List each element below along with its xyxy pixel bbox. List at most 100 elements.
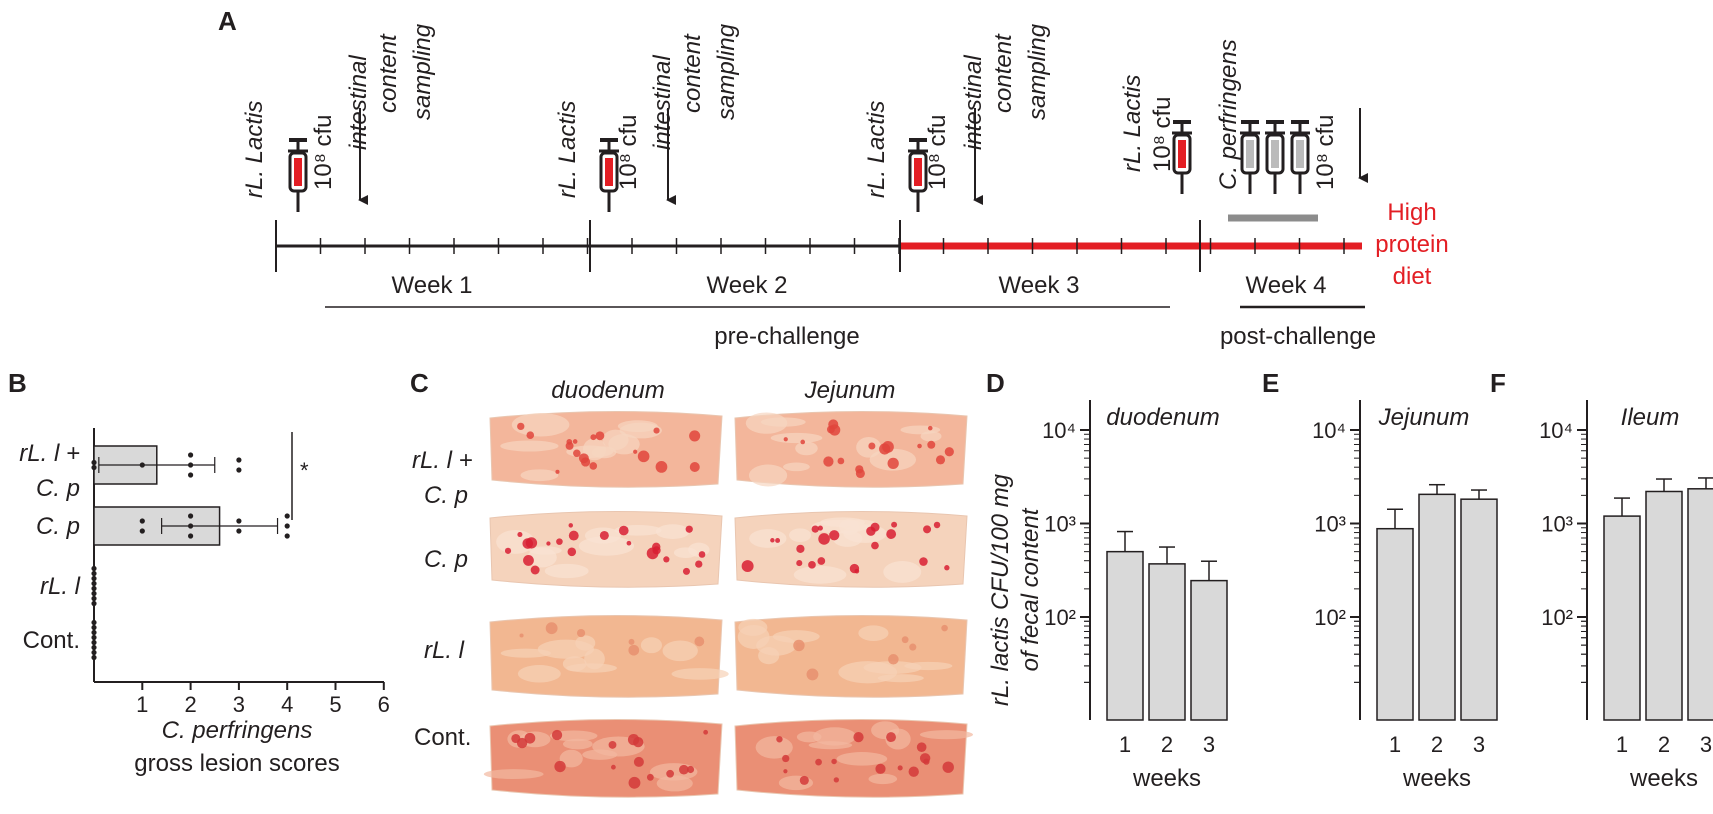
lesion-spot (504, 547, 512, 554)
lesion-spot (831, 758, 837, 765)
tissue-texture (836, 752, 888, 766)
sampling-line-3: sampling (713, 23, 740, 120)
lesion-spot (923, 525, 932, 534)
pre-challenge-label: pre-challenge (714, 323, 859, 350)
x-axis-title: weeks (1629, 765, 1698, 792)
data-point (236, 457, 242, 463)
lesion-spot (796, 544, 805, 553)
lesion-spot (886, 529, 897, 539)
sampling-line-3: sampling (409, 23, 436, 120)
lesion-spot (944, 447, 954, 457)
lesion-spot (626, 540, 632, 546)
row-label-rll-cp-line-1: rL. l + (412, 447, 473, 474)
lesion-spot (545, 622, 558, 635)
lesion-spot (886, 732, 896, 743)
x-axis-title: C. perfringens (162, 717, 313, 744)
bar (1687, 488, 1713, 721)
sampling-line-2: content (679, 33, 706, 113)
lesion-spot (770, 538, 775, 543)
lesion-spot (919, 557, 928, 566)
data-point (188, 533, 194, 539)
lesion-spot (572, 439, 578, 444)
x-tick-label: 3 (1700, 732, 1712, 757)
data-point (236, 528, 242, 534)
x-tick-label: 4 (281, 692, 293, 717)
lesion-spot (546, 541, 551, 546)
lesion-spot (871, 541, 879, 550)
tissue-texture (883, 561, 922, 583)
sampling-labels-week-2: intestinal content sampling (649, 23, 740, 150)
lesion-spot (517, 422, 525, 431)
x-tick-label: 2 (184, 692, 196, 717)
tissue-texture (517, 665, 561, 683)
dose-label-week-4-strain: 10⁸ cfu (1149, 96, 1176, 172)
syringe-fluid (1178, 140, 1186, 168)
tissue-image-grid (483, 410, 973, 798)
bar (1190, 579, 1228, 721)
lesion-spot (689, 462, 700, 473)
week-2-label: Week 2 (707, 272, 788, 299)
lesion-spot (556, 538, 563, 545)
lesion-spot (576, 628, 586, 638)
lesion-spot (628, 638, 635, 645)
category-label: rL. l (40, 573, 81, 600)
lesion-spot (694, 636, 705, 647)
lesion-spot (637, 450, 650, 463)
lesion-spot (517, 531, 523, 538)
x-tick-label: 2 (1658, 732, 1670, 757)
y-tick-label: 10² (1314, 605, 1346, 630)
data-point (91, 575, 97, 582)
challenge-agent-label: C. perfringens (1215, 39, 1242, 190)
panel-e-letter: E (1262, 368, 1279, 398)
week-1-label: Week 1 (392, 272, 473, 299)
lesion-spot (800, 439, 806, 445)
week-3-label: Week 3 (999, 272, 1080, 299)
lesion-spot (815, 758, 822, 766)
lesion-spot (698, 551, 706, 558)
bar (1460, 498, 1498, 721)
bar (1645, 490, 1683, 721)
data-point (139, 528, 145, 534)
lesion-spot (916, 742, 927, 753)
lesion-spot (524, 732, 536, 744)
y-tick-label: 10⁴ (1539, 418, 1573, 443)
data-point (91, 464, 97, 471)
timeline-ticks (275, 220, 1345, 272)
strain-label-week-4: rL. Lactis (1119, 75, 1146, 172)
chart-title: Jejunum (1378, 404, 1470, 431)
tissue-texture (793, 565, 847, 584)
week-4-label: Week 4 (1246, 272, 1327, 299)
data-point (91, 459, 97, 466)
lesion-spot (554, 760, 566, 773)
lesion-spot (611, 764, 616, 770)
lesion-spot (595, 431, 605, 441)
column-label-duodenum: duodenum (551, 377, 664, 404)
y-tick-label: 10² (1044, 605, 1076, 630)
tissue-texture (483, 769, 544, 780)
lesion-spot (568, 523, 574, 528)
syringe-fluid (605, 158, 613, 186)
diet-label-line-3: diet (1393, 263, 1432, 290)
lesion-spot (927, 425, 933, 431)
tissue-texture (511, 412, 570, 437)
x-tick-label: 3 (233, 692, 245, 717)
y-axis-title: rL. lactis CFU/100 mg (987, 473, 1014, 706)
lesion-spot (783, 769, 788, 774)
x-tick-label: 1 (1389, 732, 1401, 757)
tissue-texture (500, 440, 559, 452)
significance-marker: * (300, 458, 309, 483)
lesion-spot (555, 469, 560, 474)
diet-label-line-1: High (1387, 199, 1436, 226)
tissue-texture (904, 661, 953, 671)
lesion-spot (599, 530, 609, 541)
syringe-icon-red-week-1 (288, 138, 308, 212)
lesion-spot (776, 736, 783, 743)
lesion-spot (526, 431, 535, 439)
data-point (139, 462, 145, 468)
lesion-spot (811, 525, 819, 533)
tissue-texture (755, 736, 793, 759)
syringe-icon-red-week-2 (599, 138, 619, 212)
tissue-texture (772, 630, 820, 643)
